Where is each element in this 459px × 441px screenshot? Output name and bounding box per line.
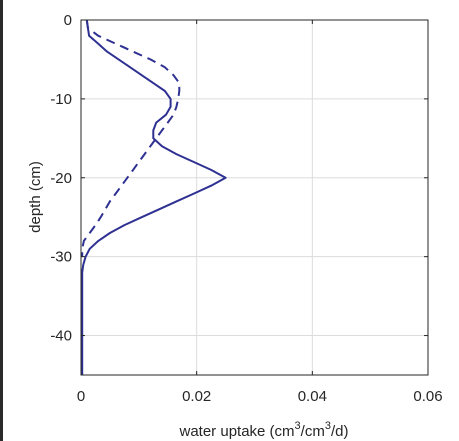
y-axis-label: depth (cm) [27, 161, 44, 233]
y-tick-label: -20 [50, 170, 72, 187]
x-tick-label: 0.06 [413, 388, 442, 405]
y-tick-label: -30 [50, 249, 72, 266]
x-tick-label: 0 [77, 388, 85, 405]
y-tick-label: -40 [50, 328, 72, 345]
x-axis-label-sup1: 3 [295, 420, 301, 432]
x-axis-label-part3: /d) [331, 423, 349, 440]
ticks: 0 0.02 0.04 0.06 0 -10 -20 -30 -40 [50, 12, 442, 405]
plot-area [81, 20, 428, 375]
series-line-solid [81, 19, 227, 375]
series-layer [81, 19, 227, 375]
y-tick-label: -10 [50, 91, 72, 108]
x-axis-label-part1: water uptake (cm [179, 423, 295, 440]
left-frame-edge [0, 0, 3, 441]
x-axis-label-sup2: 3 [325, 420, 331, 432]
x-axis-label: water uptake (cm3/cm3/d) [179, 420, 349, 440]
x-tick-label: 0.04 [298, 388, 327, 405]
x-axis-label-part2: /cm [301, 423, 325, 440]
plot-frame [80, 19, 429, 376]
series-line-dashed [81, 19, 181, 257]
x-tick-label: 0.02 [182, 388, 211, 405]
y-tick-label: 0 [64, 12, 72, 29]
grid [81, 20, 428, 375]
